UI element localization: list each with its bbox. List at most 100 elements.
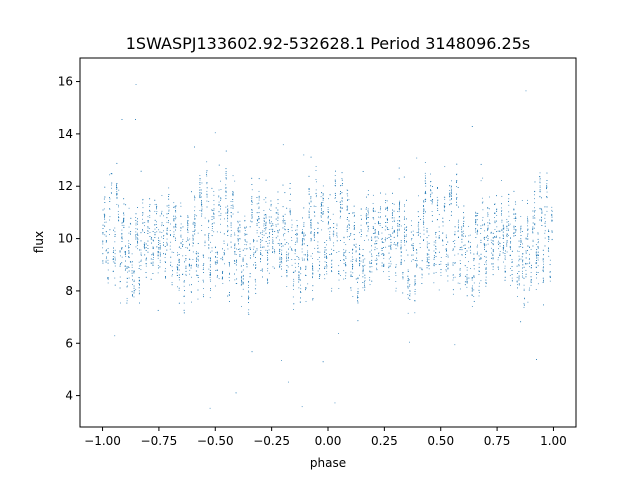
data-point [149, 209, 150, 211]
data-point [392, 232, 394, 234]
data-point [201, 201, 203, 203]
data-point [412, 248, 414, 250]
data-point [185, 275, 187, 276]
data-point [201, 202, 202, 204]
data-point [395, 248, 397, 250]
data-point [543, 304, 544, 306]
data-point [217, 253, 218, 255]
data-point [470, 268, 472, 269]
data-point [466, 250, 468, 252]
data-point [308, 188, 310, 189]
data-point [281, 268, 282, 270]
data-point [296, 241, 298, 243]
data-point [502, 224, 504, 226]
data-point [403, 234, 405, 236]
data-point [125, 268, 126, 270]
data-point [398, 178, 400, 180]
data-point [156, 208, 157, 210]
data-point [242, 269, 244, 271]
data-point [211, 226, 213, 227]
data-point [203, 263, 205, 265]
data-point [379, 217, 381, 219]
data-point [210, 266, 211, 268]
data-point [536, 277, 537, 279]
data-point [296, 234, 298, 235]
data-point [274, 249, 275, 251]
data-point [334, 197, 336, 199]
data-point [345, 257, 347, 259]
data-point [314, 211, 316, 213]
data-point [326, 267, 328, 269]
data-point [398, 208, 400, 210]
data-point [312, 268, 314, 269]
data-point [123, 198, 125, 200]
data-point [506, 251, 508, 253]
data-point [399, 206, 400, 208]
data-point [119, 287, 121, 289]
data-point [317, 232, 319, 234]
data-point [532, 222, 534, 224]
data-point [506, 228, 508, 230]
data-point [544, 214, 546, 216]
data-point [196, 257, 198, 259]
data-point [479, 258, 480, 260]
data-point [485, 269, 487, 270]
data-point [322, 212, 324, 214]
data-point [355, 243, 357, 245]
data-point [215, 246, 216, 248]
data-point [452, 263, 454, 265]
data-point [327, 216, 329, 218]
data-point [165, 268, 166, 270]
data-point [395, 243, 397, 245]
data-point [322, 185, 324, 187]
data-point [541, 225, 543, 226]
data-point [520, 227, 522, 229]
data-point [464, 284, 466, 286]
data-point [421, 277, 423, 279]
data-point [390, 246, 391, 247]
data-point [317, 252, 319, 253]
data-point [409, 295, 411, 297]
data-point [366, 213, 367, 214]
data-point [391, 212, 393, 214]
data-point [539, 185, 541, 187]
data-point [157, 251, 159, 253]
data-point [456, 173, 458, 175]
data-point [180, 227, 182, 229]
data-point [352, 268, 353, 270]
data-point [175, 223, 177, 225]
data-point [381, 239, 383, 241]
data-point [162, 242, 164, 243]
data-point [438, 237, 440, 239]
data-point [496, 226, 498, 228]
data-point [445, 270, 447, 272]
data-point [489, 208, 490, 210]
data-point [402, 273, 404, 275]
data-point [353, 244, 355, 246]
data-point [359, 274, 360, 276]
data-point [142, 230, 144, 232]
data-point [277, 235, 279, 237]
data-point [237, 222, 239, 224]
data-point [302, 231, 303, 233]
data-point [301, 251, 303, 253]
data-point [527, 203, 528, 204]
data-point [178, 279, 180, 281]
data-point [548, 241, 549, 242]
data-point [177, 268, 178, 270]
data-point [377, 237, 379, 239]
data-point [173, 235, 175, 237]
data-point [426, 241, 428, 243]
data-point [452, 274, 454, 276]
data-point [495, 237, 497, 238]
data-point [240, 284, 242, 286]
data-point [277, 230, 279, 232]
data-point [296, 238, 298, 240]
data-point [248, 284, 249, 286]
data-point [216, 251, 218, 253]
data-point [524, 298, 525, 300]
data-point [265, 232, 267, 234]
data-point [209, 280, 211, 282]
data-point [319, 251, 321, 253]
data-point [298, 275, 300, 277]
